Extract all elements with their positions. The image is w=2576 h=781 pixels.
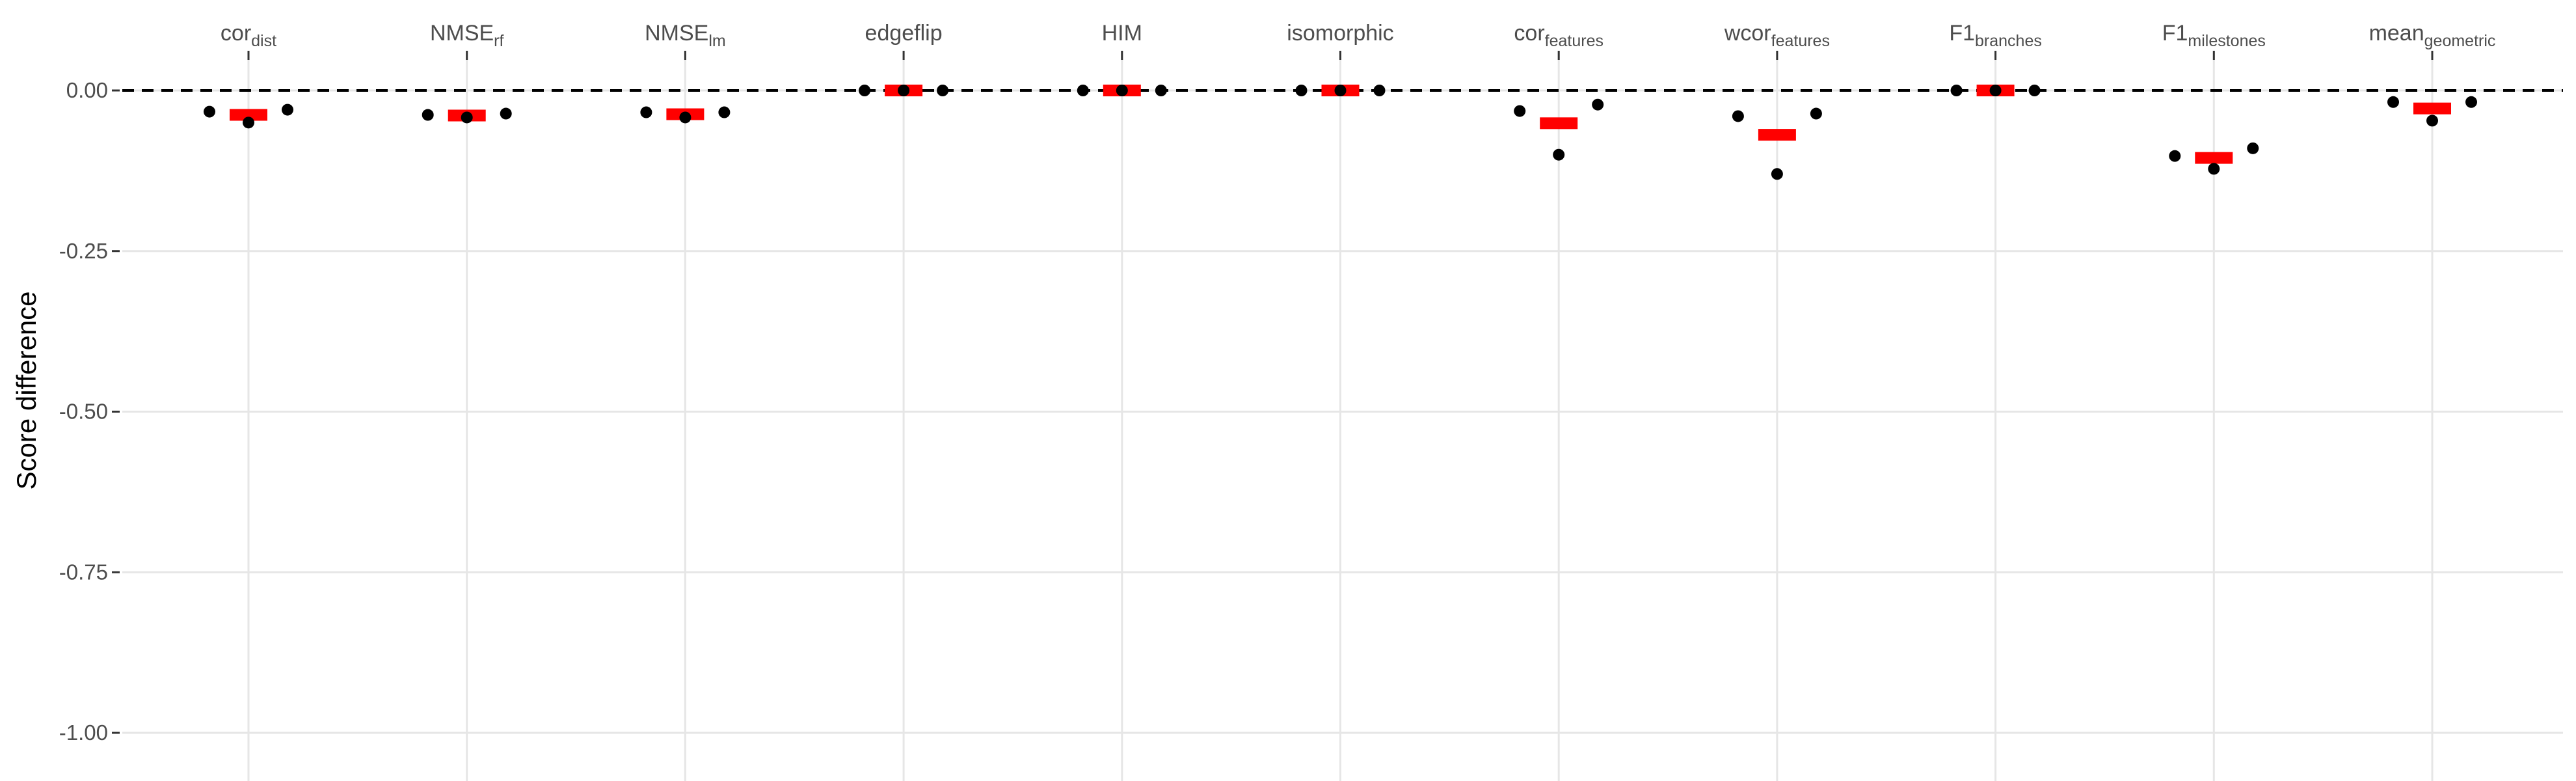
metric-label: edgeflip: [865, 21, 943, 46]
data-point: [1295, 85, 1308, 96]
data-point: [422, 109, 434, 121]
data-point: [2465, 96, 2477, 108]
data-point: [859, 85, 871, 96]
grid-layer: [122, 51, 2563, 781]
data-point: [1553, 148, 1565, 161]
metric-label-base: isomorphic: [1287, 21, 1393, 46]
data-point: [500, 107, 512, 120]
y-tick-label: 0.00: [66, 78, 108, 102]
metric-label-base: cor: [221, 21, 251, 46]
y-tick-label: -0.75: [59, 560, 108, 584]
metric-label-subscript: features: [1771, 32, 1830, 50]
metric-label-subscript: geometric: [2424, 32, 2496, 50]
y-axis-title: Score difference: [11, 291, 42, 489]
data-marks: [204, 85, 2477, 180]
data-point: [1989, 85, 2002, 96]
metric-label-base: F1: [2162, 21, 2188, 46]
data-point: [1334, 85, 1347, 96]
metric-labels: cordist NMSErf NMSElm edgeflip HIM isomorphic…: [221, 21, 2495, 60]
data-point: [2426, 115, 2438, 127]
data-point: [461, 111, 473, 124]
data-point: [2247, 142, 2259, 154]
y-tick-label: -0.25: [59, 239, 108, 263]
mean-bar: [1758, 129, 1796, 141]
metric-label: cordist: [221, 21, 276, 50]
data-point: [1116, 85, 1128, 96]
data-point: [1810, 107, 1822, 120]
data-point: [898, 85, 910, 96]
data-point: [282, 103, 293, 116]
metric-label-subscript: branches: [1975, 32, 2042, 50]
mean-bar: [2195, 152, 2233, 164]
mean-bar: [1540, 117, 1578, 130]
metric-label: NMSErf: [430, 21, 504, 50]
metric-label-subscript: dist: [251, 32, 276, 50]
metric-label: meangeometric: [2369, 21, 2496, 50]
data-point: [1373, 85, 1386, 96]
metric-label-base: F1: [1949, 21, 1975, 46]
metric-label: isomorphic: [1287, 21, 1393, 46]
data-point: [1592, 98, 1604, 111]
data-point: [2387, 96, 2399, 108]
metric-label: NMSElm: [645, 21, 726, 50]
data-point: [1732, 110, 1744, 122]
data-point: [2028, 85, 2041, 96]
data-point: [243, 116, 254, 129]
metric-label-base: NMSE: [430, 21, 494, 46]
data-point: [1155, 85, 1167, 96]
metric-label: F1branches: [1949, 21, 2042, 50]
metric-label-subscript: milestones: [2188, 32, 2266, 50]
metric-label: HIM: [1102, 21, 1142, 46]
metric-label-base: NMSE: [645, 21, 708, 46]
metric-label-base: cor: [1514, 21, 1544, 46]
metric-label-base: HIM: [1102, 21, 1142, 46]
data-point: [1950, 85, 1963, 96]
metric-label-base: wcor: [1724, 21, 1771, 46]
metric-label-base: mean: [2369, 21, 2424, 46]
data-point: [1514, 105, 1526, 117]
data-point: [718, 106, 731, 118]
data-point: [2169, 150, 2181, 162]
mean-bar: [2413, 102, 2451, 115]
data-point: [2208, 163, 2220, 175]
data-point: [1771, 168, 1783, 180]
metric-label: corfeatures: [1514, 21, 1603, 50]
data-point: [1077, 85, 1089, 96]
mean-bar: [230, 109, 267, 121]
metric-label-subscript: lm: [708, 32, 725, 50]
y-axis: 0.00 -0.25 -0.50 -0.75 -1.00: [59, 78, 120, 745]
data-point: [204, 105, 215, 118]
metric-label-subscript: features: [1545, 32, 1603, 50]
data-point: [640, 106, 652, 118]
metric-label-subscript: rf: [494, 32, 503, 50]
y-tick-label: -1.00: [59, 720, 108, 745]
data-point: [937, 85, 949, 96]
y-tick-label: -0.50: [59, 400, 108, 424]
data-point: [679, 111, 691, 124]
metric-label: wcorfeatures: [1724, 21, 1830, 50]
metric-label: F1milestones: [2162, 21, 2266, 50]
metric-label-base: edgeflip: [865, 21, 943, 46]
